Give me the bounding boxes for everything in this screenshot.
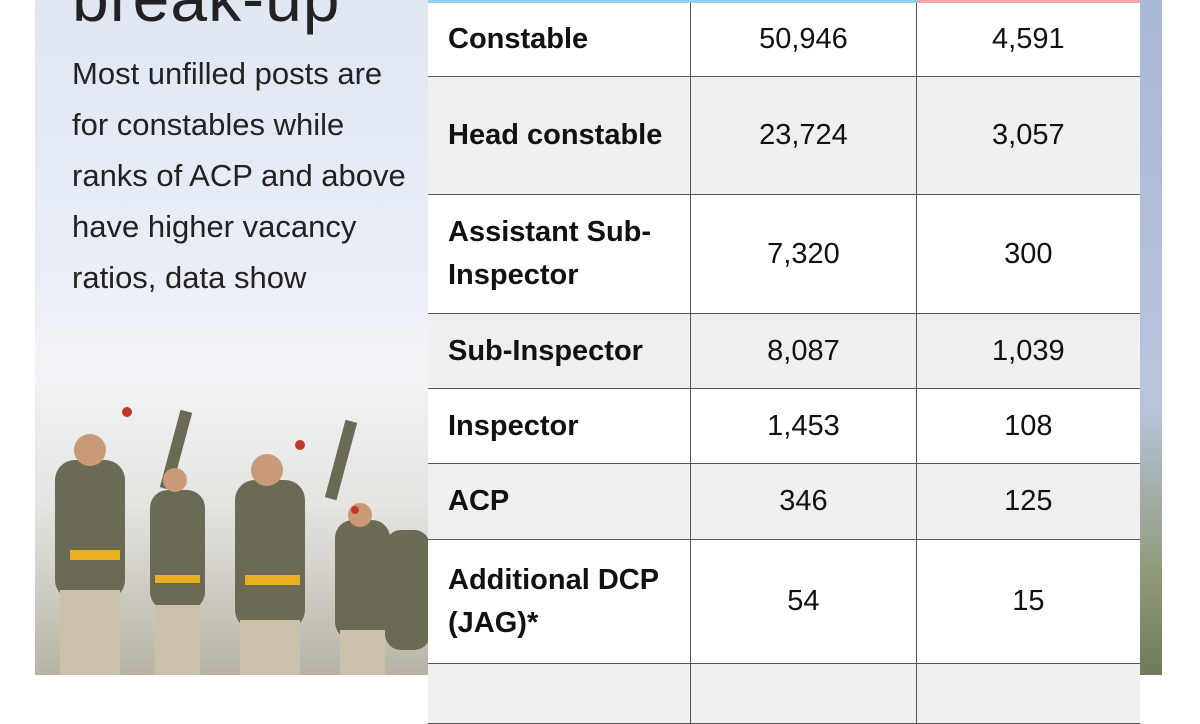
rank-cell bbox=[428, 663, 692, 724]
value-cell: 50,946 bbox=[690, 0, 917, 77]
value-cell bbox=[915, 663, 1140, 724]
background-photo-strip bbox=[1140, 0, 1162, 675]
table-row: Sub-Inspector 8,087 1,039 bbox=[428, 313, 1140, 389]
value-cell: 23,724 bbox=[690, 76, 917, 195]
value-cell: 54 bbox=[690, 539, 917, 664]
table-row: Assistant Sub-Inspector 7,320 300 bbox=[428, 194, 1140, 314]
table-row: ACP 346 125 bbox=[428, 463, 1140, 540]
table-row: Head constable 23,724 3,057 bbox=[428, 76, 1140, 195]
vacancy-table: Constable 50,946 4,591 Head constable 23,72… bbox=[428, 0, 1140, 724]
rank-cell: Sub-Inspector bbox=[428, 313, 692, 389]
table-row: Additional DCP (JAG)* 54 15 bbox=[428, 539, 1140, 664]
value-cell bbox=[690, 663, 917, 724]
value-cell: 1,453 bbox=[690, 388, 917, 464]
value-cell: 108 bbox=[915, 388, 1140, 464]
rank-cell: Inspector bbox=[428, 388, 692, 464]
rank-cell: Constable bbox=[428, 0, 692, 77]
photo-panel: break-up Most unfilled posts are for con… bbox=[35, 0, 430, 675]
rank-cell: Head constable bbox=[428, 76, 692, 195]
value-cell: 8,087 bbox=[690, 313, 917, 389]
table-row: Constable 50,946 4,591 bbox=[428, 0, 1140, 77]
value-cell: 300 bbox=[915, 194, 1140, 314]
police-march-photo bbox=[55, 407, 430, 675]
value-cell: 15 bbox=[915, 539, 1140, 664]
value-cell: 7,320 bbox=[690, 194, 917, 314]
value-cell: 346 bbox=[690, 463, 917, 540]
value-cell: 4,591 bbox=[915, 0, 1140, 77]
rank-cell: Additional DCP (JAG)* bbox=[428, 539, 692, 664]
value-cell: 1,039 bbox=[915, 313, 1140, 389]
table-row: Inspector 1,453 108 bbox=[428, 388, 1140, 464]
description: Most unfilled posts are for constables w… bbox=[72, 56, 406, 295]
value-cell: 3,057 bbox=[915, 76, 1140, 195]
rank-cell: ACP bbox=[428, 463, 692, 540]
headline: break-up bbox=[72, 0, 341, 36]
table-row bbox=[428, 663, 1140, 724]
rank-cell: Assistant Sub-Inspector bbox=[428, 194, 692, 314]
value-cell: 125 bbox=[915, 463, 1140, 540]
